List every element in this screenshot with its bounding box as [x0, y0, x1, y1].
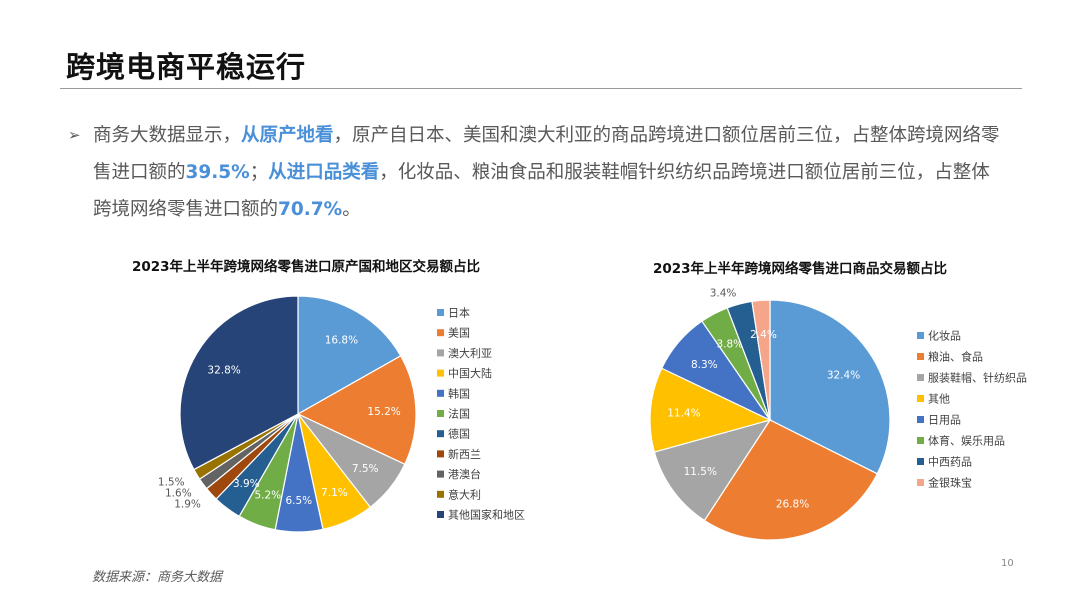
intro-segment: ，原产自日本、美国和澳大利亚的商品跨境进口额位居前三位，占整体跨境网络零售进口额… [93, 125, 1000, 183]
page-title: 跨境电商平稳运行 [66, 50, 307, 84]
pie-slice [296, 355, 417, 466]
legend-label: 日用品 [928, 414, 961, 427]
title-divider [60, 88, 1022, 89]
intro-segment: 商务大数据显示， [93, 125, 242, 146]
data-label: 16.8% [325, 335, 358, 347]
legend-label: 粮油、食品 [928, 350, 983, 364]
legend-swatch [917, 374, 924, 381]
data-label: 26.8% [776, 498, 809, 510]
legend-label: 服装鞋帽、针纺织品 [928, 371, 1027, 385]
legend-swatch [437, 470, 444, 478]
legend-label: 新西兰 [448, 447, 481, 461]
pie-slice [179, 295, 299, 471]
legend-swatch [437, 369, 444, 377]
legend-swatch [917, 437, 924, 444]
data-label: 11.4% [667, 407, 700, 419]
data-label: 3.9% [233, 478, 260, 490]
legend-swatch [437, 389, 444, 397]
legend-swatch [917, 395, 924, 402]
legend-swatch [437, 430, 444, 438]
legend-swatch [917, 416, 924, 423]
legend-label: 德国 [448, 427, 470, 441]
chart-title: 2023年上半年跨境网络零售进口商品交易额占比 [653, 260, 947, 277]
data-label: 8.3% [691, 359, 718, 371]
bullet-arrow-icon: ➢ [68, 126, 81, 144]
data-label: 1.9% [174, 498, 201, 510]
legend-swatch [437, 450, 444, 458]
legend-label: 化妆品 [928, 329, 961, 343]
data-label: 15.2% [367, 406, 400, 418]
legend-label: 日本 [448, 306, 470, 320]
intro-segment: 。 [342, 199, 361, 220]
pie-slice [653, 418, 772, 522]
intro-highlight: 70.7% [278, 199, 343, 220]
data-label: 3.4% [710, 287, 737, 299]
legend-swatch [917, 332, 924, 339]
intro-segment: ，化妆品、粮油食品和服装鞋帽针织纺织品跨境进口额位居前三位，占整体跨境网络零售进… [93, 162, 990, 220]
legend-label: 其他 [928, 393, 950, 406]
legend-swatch [917, 479, 924, 486]
pie-slice [751, 299, 771, 421]
intro-highlight: 39.5% [185, 162, 250, 183]
legend-swatch [917, 458, 924, 465]
pie-slice [649, 367, 772, 453]
legend-label: 美国 [448, 327, 470, 340]
legend-swatch [917, 353, 924, 360]
legend-label: 体育、娱乐用品 [928, 434, 1005, 448]
data-label: 1.5% [158, 477, 185, 489]
data-label: 7.1% [321, 487, 348, 499]
legend-swatch [437, 349, 444, 357]
intro-highlight: 从进口品类看 [268, 162, 380, 183]
data-label: 32.4% [827, 370, 860, 382]
intro-paragraph: ➢ 商务大数据显示，从原产地看，原产自日本、美国和澳大利亚的商品跨境进口额位居前… [68, 117, 1008, 228]
data-label: 2.4% [750, 329, 777, 341]
legend-swatch [437, 329, 444, 337]
data-label: 7.5% [352, 463, 379, 475]
intro-text: 商务大数据显示，从原产地看，原产自日本、美国和澳大利亚的商品跨境进口额位居前三位… [93, 117, 1008, 228]
legend-label: 意大利 [448, 487, 481, 501]
legend-label: 中国大陆 [448, 366, 492, 380]
legend-label: 法国 [448, 407, 470, 421]
chart-title: 2023年上半年跨境网络零售进口原产国和地区交易额占比 [132, 258, 480, 275]
legend-label: 澳大利亚 [448, 346, 492, 360]
legend-label: 中西药品 [928, 456, 972, 469]
page-number: 10 [1001, 558, 1014, 569]
data-label: 6.5% [285, 495, 312, 507]
pie-slice [769, 299, 891, 475]
legend-label: 金银珠宝 [928, 476, 972, 490]
legend-label: 港澳台 [448, 467, 481, 481]
legend-label: 韩国 [448, 386, 470, 400]
data-label: 3.8% [716, 339, 743, 351]
legend-swatch [437, 511, 444, 518]
data-label: 32.8% [207, 365, 240, 377]
legend-swatch [437, 410, 444, 417]
pie-slice [703, 419, 879, 541]
legend-label: 其他国家和地区 [448, 508, 525, 522]
intro-segment: ； [249, 162, 269, 183]
data-label: 11.5% [684, 466, 717, 478]
intro-highlight: 从原产地看 [241, 125, 334, 146]
data-label: 5.2% [254, 490, 281, 502]
legend-swatch [437, 490, 444, 498]
legend-swatch [437, 309, 444, 316]
data-label: 1.6% [165, 487, 192, 499]
data-source-note: 数据来源：商务大数据 [92, 570, 223, 585]
pie-slice [297, 295, 402, 416]
